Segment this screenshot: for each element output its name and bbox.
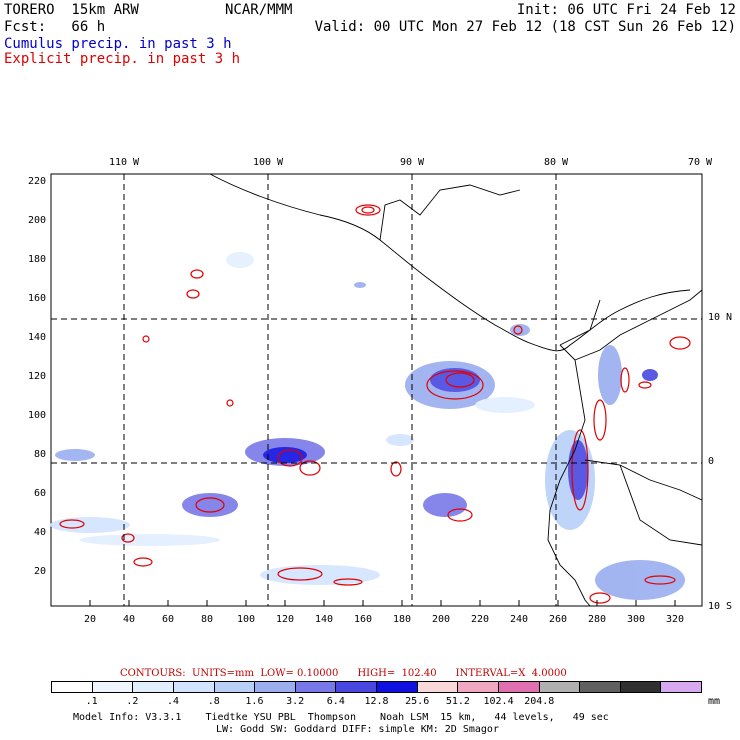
cumulus-precip-shading xyxy=(50,252,685,600)
scale-swatch xyxy=(620,682,662,692)
x-tick-240: 240 xyxy=(509,614,529,625)
scale-swatch xyxy=(661,682,701,692)
org-label: NCAR/MMM xyxy=(225,2,293,18)
field-explicit-label: Explicit precip. in past 3 h xyxy=(4,51,241,67)
y-tick-40: 40 xyxy=(33,527,46,538)
scale-swatch xyxy=(377,682,418,692)
x-tick-220: 220 xyxy=(470,614,490,625)
lat-label-0: 0 xyxy=(708,456,715,467)
scale-label: 6.4 xyxy=(326,696,345,707)
x-tick-80: 80 xyxy=(200,614,214,625)
scale-label: 204.8 xyxy=(524,696,555,707)
x-tick-120: 120 xyxy=(275,614,295,625)
scale-swatch xyxy=(255,682,296,692)
model-info-line2: LW: Godd SW: Goddard DIFF: simple KM: 2D… xyxy=(216,724,499,735)
y-tick-220: 220 xyxy=(27,176,46,187)
x-tick-60: 60 xyxy=(161,614,175,625)
forecast-hour: Fcst: 66 h xyxy=(4,19,106,35)
y-tick-80: 80 xyxy=(33,449,46,460)
scale-swatch xyxy=(295,682,337,692)
explicit-precip-contours xyxy=(59,204,691,604)
y-tick-100: 100 xyxy=(27,410,46,421)
scale-label: 3.2 xyxy=(286,696,305,707)
lon-label-80w: 80 W xyxy=(543,157,569,168)
y-tick-180: 180 xyxy=(27,254,46,265)
x-tick-260: 260 xyxy=(548,614,568,625)
lon-label-70w: 70 W xyxy=(687,157,713,168)
lat-label-10s: 10 S xyxy=(708,601,733,612)
x-tick-300: 300 xyxy=(626,614,646,625)
y-tick-160: 160 xyxy=(27,293,46,304)
coastlines xyxy=(209,173,703,607)
y-tick-200: 200 xyxy=(27,215,46,226)
scale-swatch xyxy=(214,682,256,692)
scale-label: 12.8 xyxy=(364,696,389,707)
scale-swatch xyxy=(580,682,621,692)
x-tick-160: 160 xyxy=(353,614,373,625)
y-tick-20: 20 xyxy=(33,566,46,577)
scale-swatch xyxy=(52,682,93,692)
field-cumulus-label: Cumulus precip. in past 3 h xyxy=(4,36,232,52)
lat-label-10n: 10 N xyxy=(708,312,733,323)
scale-label: .1 xyxy=(85,696,98,707)
x-tick-200: 200 xyxy=(431,614,451,625)
x-tick-140: 140 xyxy=(314,614,334,625)
scale-label: 51.2 xyxy=(445,696,470,707)
y-tick-140: 140 xyxy=(27,332,46,343)
y-tick-120: 120 xyxy=(27,371,46,382)
x-tick-20: 20 xyxy=(83,614,97,625)
model-info-line1: Model Info: V3.3.1 Tiedtke YSU PBL Thomp… xyxy=(73,712,609,723)
scale-swatch xyxy=(336,682,377,692)
scale-swatch xyxy=(539,682,581,692)
x-tick-320: 320 xyxy=(665,614,685,625)
scale-swatch xyxy=(173,682,215,692)
y-tick-60: 60 xyxy=(33,488,46,499)
x-tick-180: 180 xyxy=(392,614,412,625)
lon-label-100w: 100 W xyxy=(252,157,284,168)
lon-label-110w: 110 W xyxy=(108,157,140,168)
axis-ticks xyxy=(89,600,676,606)
lon-label-90w: 90 W xyxy=(399,157,425,168)
model-title: TORERO 15km ARW xyxy=(4,2,139,18)
x-tick-280: 280 xyxy=(587,614,607,625)
color-scale-bar xyxy=(51,681,702,693)
scale-swatch xyxy=(133,682,174,692)
x-tick-100: 100 xyxy=(236,614,256,625)
scale-label: .8 xyxy=(207,696,220,707)
lat-lon-grid xyxy=(51,174,702,606)
scale-swatch xyxy=(498,682,540,692)
scale-label: 25.6 xyxy=(405,696,430,707)
scale-swatch xyxy=(417,682,459,692)
scale-swatch xyxy=(458,682,499,692)
scale-label: .2 xyxy=(126,696,139,707)
scale-swatch xyxy=(92,682,134,692)
x-tick-40: 40 xyxy=(122,614,136,625)
scale-label: .4 xyxy=(167,696,180,707)
map-frame xyxy=(50,173,703,607)
scale-label: 102.4 xyxy=(483,696,514,707)
init-time: Init: 06 UTC Fri 24 Feb 12 xyxy=(516,2,736,18)
contours-info: CONTOURS: UNITS=mm LOW= 0.10000 HIGH= 10… xyxy=(120,668,567,679)
scale-label: 1.6 xyxy=(245,696,264,707)
scale-unit: mm xyxy=(708,696,721,707)
valid-time: Valid: 00 UTC Mon 27 Feb 12 (18 CST Sun … xyxy=(314,19,736,35)
